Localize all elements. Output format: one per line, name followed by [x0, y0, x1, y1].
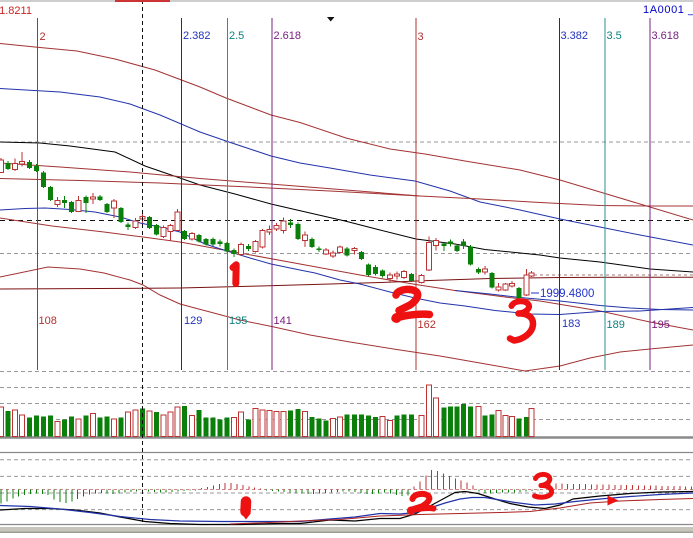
svg-text:129: 129: [184, 315, 202, 327]
svg-text:135: 135: [229, 315, 247, 327]
svg-text:183: 183: [562, 318, 580, 330]
svg-text:162: 162: [418, 319, 436, 331]
svg-text:3: 3: [418, 31, 424, 43]
svg-text:2.618: 2.618: [274, 30, 302, 42]
svg-text:3.382: 3.382: [561, 30, 589, 42]
svg-text:189: 189: [607, 319, 625, 331]
svg-text:2.5: 2.5: [229, 30, 244, 42]
svg-text:1A0001 _: 1A0001 _: [643, 4, 693, 16]
svg-text:3.5: 3.5: [607, 30, 622, 42]
svg-text:2: 2: [40, 31, 46, 43]
svg-text:141: 141: [274, 315, 292, 327]
svg-text:108: 108: [39, 315, 57, 327]
svg-text:1999.4800: 1999.4800: [540, 288, 594, 300]
svg-text:3.618: 3.618: [652, 30, 680, 42]
svg-text:195: 195: [652, 319, 670, 331]
svg-text:2.382: 2.382: [183, 30, 211, 42]
svg-text:21.8211: 21.8211: [0, 5, 32, 17]
